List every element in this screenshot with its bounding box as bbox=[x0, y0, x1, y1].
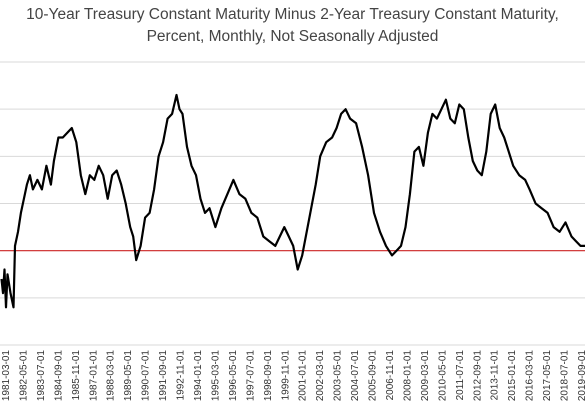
x-tick-label: 2003-05-01 bbox=[333, 350, 344, 402]
x-tick-label: 1985-11-01 bbox=[71, 350, 82, 401]
x-tick-label: 1991-09-01 bbox=[158, 350, 169, 402]
x-tick-label: 1999-11-01 bbox=[280, 350, 291, 401]
series-line bbox=[0, 93, 585, 309]
x-tick-label: 2010-05-01 bbox=[437, 350, 448, 402]
x-tick-label: 1984-09-01 bbox=[53, 350, 64, 402]
x-tick-label: 1994-01-01 bbox=[193, 350, 204, 402]
x-tick-label: 1988-03-01 bbox=[106, 350, 117, 402]
chart-title-line-2: Percent, Monthly, Not Seasonally Adjuste… bbox=[146, 28, 439, 45]
gridlines bbox=[0, 61, 585, 346]
x-tick-label: 2019-09-01 bbox=[577, 350, 585, 402]
x-tick-label: 2011-07-01 bbox=[455, 350, 466, 401]
x-tick-label: 2006-11-01 bbox=[385, 350, 396, 401]
x-tick-label: 1987-01-01 bbox=[88, 350, 99, 402]
x-tick-label: 1992-11-01 bbox=[176, 350, 187, 401]
x-tick-label: 2012-09-01 bbox=[472, 350, 483, 402]
x-tick-label: 1998-09-01 bbox=[263, 350, 274, 402]
x-tick-label: 2017-05-01 bbox=[542, 350, 553, 402]
x-tick-label: 2016-03-01 bbox=[525, 350, 536, 402]
x-tick-label: 1989-05-01 bbox=[123, 350, 134, 402]
x-tick-label: 1990-07-01 bbox=[141, 350, 152, 402]
x-tick-label: 1982-05-01 bbox=[19, 350, 30, 402]
x-tick-label: 1996-05-01 bbox=[228, 350, 239, 402]
x-tick-label: 2001-01-01 bbox=[298, 350, 309, 402]
x-tick-label: 2005-09-01 bbox=[368, 350, 379, 402]
x-tick-label: 2002-03-01 bbox=[315, 350, 326, 402]
x-axis-tick-labels: 1981-03-01 1982-05-01 1983-07-01 1984-09-01… bbox=[1, 350, 585, 402]
chart-title: 10-Year Treasury Constant Maturity Minus… bbox=[0, 4, 585, 48]
x-tick-label: 2009-03-01 bbox=[420, 350, 431, 402]
x-tick-label: 1983-07-01 bbox=[36, 350, 47, 402]
x-tick-label: 1981-03-01 bbox=[1, 350, 12, 402]
chart-title-line-1: 10-Year Treasury Constant Maturity Minus… bbox=[26, 6, 559, 23]
x-tick-label: 2008-01-01 bbox=[403, 350, 414, 402]
x-tick-label: 1997-07-01 bbox=[245, 350, 256, 402]
x-tick-label: 1995-03-01 bbox=[211, 350, 222, 402]
x-tick-label: 2015-01-01 bbox=[507, 350, 518, 402]
x-tick-label: 2004-07-01 bbox=[350, 350, 361, 402]
x-tick-label: 2018-07-01 bbox=[560, 350, 571, 402]
x-tick-label: 2013-11-01 bbox=[490, 350, 501, 401]
